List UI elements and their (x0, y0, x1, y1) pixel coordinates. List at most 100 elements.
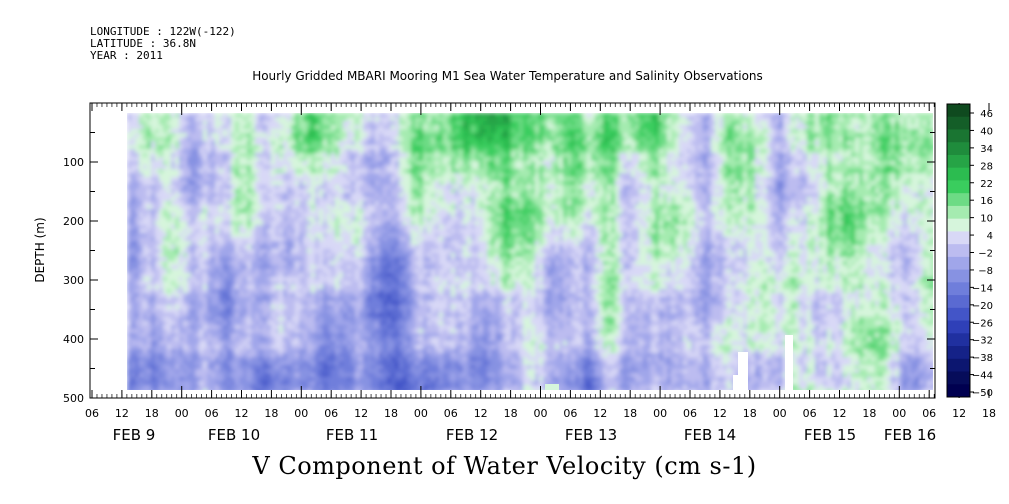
heatmap-cell (191, 153, 196, 158)
heatmap-cell (243, 261, 248, 266)
heatmap-cell (243, 333, 248, 338)
heatmap-cell (299, 213, 304, 218)
heatmap-cell (127, 329, 132, 334)
heatmap-cell (259, 293, 264, 298)
heatmap-cell (319, 173, 324, 178)
heatmap-cell (159, 181, 164, 186)
heatmap-cell (251, 221, 256, 226)
heatmap-cell (351, 345, 356, 350)
heatmap-cell (383, 357, 388, 362)
heatmap-cell (231, 233, 236, 238)
heatmap-cell (315, 309, 320, 314)
heatmap-cell (131, 357, 136, 362)
heatmap-cell (139, 197, 144, 202)
heatmap-cell (207, 141, 212, 146)
heatmap-cell (299, 145, 304, 150)
heatmap-cell (259, 141, 264, 146)
heatmap-cell (195, 257, 200, 262)
heatmap-cell (355, 145, 360, 150)
heatmap-cell (143, 137, 148, 142)
heatmap-cell (295, 189, 300, 194)
heatmap-cell (371, 341, 376, 346)
heatmap-cell (159, 213, 164, 218)
heatmap-cell (383, 269, 388, 274)
heatmap-cell (315, 313, 320, 318)
heatmap-cell (163, 269, 168, 274)
heatmap-cell (347, 365, 352, 370)
heatmap-cell (323, 229, 328, 234)
heatmap-cell (155, 181, 160, 186)
heatmap-cell (375, 353, 380, 358)
heatmap-cell (139, 173, 144, 178)
heatmap-cell (279, 325, 284, 330)
heatmap-cell (399, 349, 404, 354)
heatmap-cell (155, 257, 160, 262)
heatmap-cell (295, 209, 300, 214)
heatmap-cell (291, 113, 296, 118)
heatmap-cell (167, 373, 172, 378)
heatmap-cell (247, 229, 252, 234)
heatmap-cell (139, 389, 144, 390)
heatmap-cell (359, 157, 364, 162)
heatmap-cell (383, 329, 388, 334)
heatmap-cell (279, 317, 284, 322)
heatmap-cell (299, 229, 304, 234)
heatmap-cell (371, 161, 376, 166)
heatmap-cell (303, 257, 308, 262)
heatmap-cell (195, 277, 200, 282)
heatmap-cell (231, 297, 236, 302)
heatmap-cell (147, 337, 152, 342)
heatmap-cell (395, 337, 400, 342)
heatmap-cell (223, 209, 228, 214)
heatmap-cell (219, 261, 224, 266)
heatmap-cell (127, 361, 132, 366)
heatmap-cell (287, 349, 292, 354)
heatmap-cell (235, 125, 240, 130)
heatmap-cell (175, 117, 180, 122)
heatmap-cell (383, 265, 388, 270)
heatmap-cell (331, 221, 336, 226)
heatmap-cell (399, 341, 404, 346)
heatmap-cell (147, 201, 152, 206)
heatmap-cell (259, 173, 264, 178)
heatmap-cell (371, 361, 376, 366)
heatmap-cell (287, 381, 292, 386)
heatmap-cell (383, 141, 388, 146)
heatmap-cell (311, 285, 316, 290)
heatmap-cell (307, 361, 312, 366)
heatmap-cell (135, 261, 140, 266)
heatmap-cell (231, 117, 236, 122)
heatmap-cell (303, 321, 308, 326)
heatmap-cell (391, 353, 396, 358)
heatmap-cell (339, 349, 344, 354)
heatmap-cell (203, 173, 208, 178)
heatmap-cell (303, 185, 308, 190)
heatmap-cell (375, 349, 380, 354)
heatmap-cell (375, 333, 380, 338)
heatmap-cell (387, 337, 392, 342)
heatmap-cell (167, 365, 172, 370)
heatmap-cell (351, 165, 356, 170)
heatmap-cell (287, 137, 292, 142)
heatmap-cell (163, 297, 168, 302)
heatmap-cell (211, 145, 216, 150)
heatmap-cell (155, 337, 160, 342)
heatmap-cell (127, 297, 132, 302)
heatmap-cell (171, 197, 176, 202)
heatmap-cell (135, 285, 140, 290)
heatmap-cell (403, 125, 408, 130)
heatmap-cell (239, 301, 244, 306)
heatmap-cell (223, 361, 228, 366)
heatmap-cell (291, 133, 296, 138)
heatmap-cell (143, 381, 148, 386)
heatmap-cell (311, 209, 316, 214)
heatmap-cell (215, 205, 220, 210)
heatmap-cell (331, 217, 336, 222)
heatmap-cell (327, 293, 332, 298)
heatmap-cell (407, 293, 412, 298)
heatmap-cell (359, 189, 364, 194)
heatmap-cell (299, 313, 304, 318)
heatmap-cell (215, 285, 220, 290)
heatmap-cell (347, 297, 352, 302)
heatmap-cell (323, 169, 328, 174)
